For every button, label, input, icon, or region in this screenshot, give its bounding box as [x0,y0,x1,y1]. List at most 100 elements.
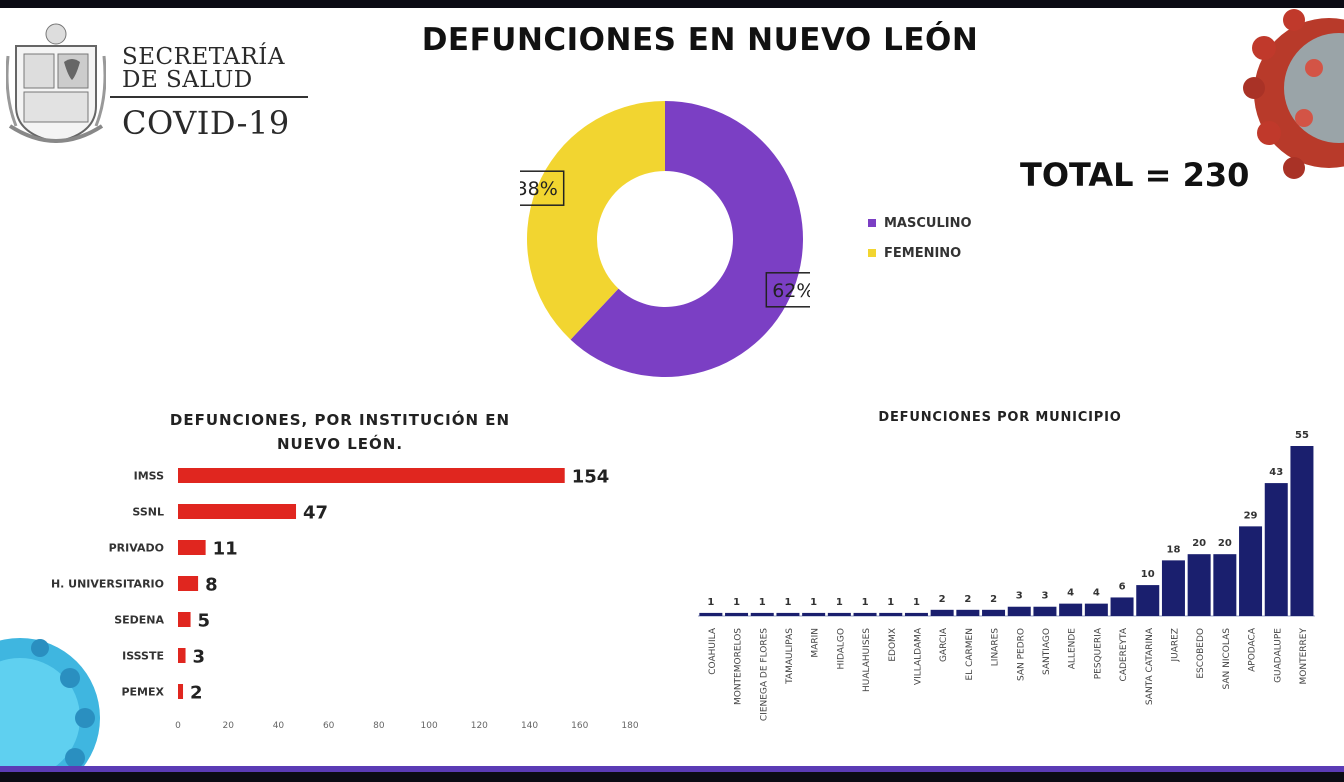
municipality-bar [699,612,723,616]
municipality-label: COAHUILA [708,627,718,675]
municipality-value-label: 6 [1119,581,1126,592]
municipality-bar [1187,554,1211,616]
municipality-value-label: 20 [1192,538,1206,549]
legend-item-masculino: MASCULINO [868,208,972,238]
municipality-label: JUAREZ [1170,628,1180,663]
total-deaths: TOTAL = 230 [1020,156,1250,194]
legend-swatch-femenino [868,249,876,257]
legend-swatch-masculino [868,219,876,227]
municipality-label: SANTIAGO [1042,628,1052,675]
donut-slice-masculino [570,101,803,378]
donut-value-label: 62% [772,280,810,302]
institution-bar [178,648,186,663]
institution-value-label: 2 [190,683,203,704]
municipality-bar [827,612,851,616]
page-title: DEFUNCIONES EN NUEVO LEÓN [421,22,979,58]
municipality-label: PESQUERIA [1093,627,1103,679]
x-tick-label: 100 [421,721,438,731]
municipality-value-label: 1 [913,597,920,608]
municipality-bar [1290,446,1314,616]
institution-bar [178,684,184,699]
x-tick-label: 180 [621,721,638,731]
municipality-label: EDOMX [888,628,898,662]
institution-value-label: 11 [213,539,238,560]
municipality-bar [1033,606,1057,616]
municipality-value-label: 1 [784,597,791,608]
institution-chart-title: DEFUNCIONES, POR INSTITUCIÓN EN NUEVO LE… [169,411,511,453]
donut-slice-femenino [527,101,665,340]
coronavirus-image-icon [1243,9,1344,179]
municipality-label: APODACA [1248,627,1258,672]
x-tick-label: 20 [222,721,234,731]
municipality-value-label: 29 [1244,510,1258,521]
municipality-value-label: 1 [862,597,869,608]
municipality-value-label: 1 [707,597,714,608]
municipality-bar [904,612,928,616]
footer-bar [0,766,1344,772]
secretaria-logo: SECRETARÍA DE SALUD COVID-19 [6,16,308,156]
institution-bar [178,540,206,555]
municipality-bar [1161,560,1185,616]
municipality-bar [1213,554,1237,616]
municipality-value-label: 3 [1041,591,1048,602]
municipality-label: MONTEMORELOS [734,628,744,705]
slide: SECRETARÍA DE SALUD COVID-19 DEFUNCIONES… [0,8,1344,768]
municipality-label: ALLENDE [1068,628,1078,670]
state-seal-icon [6,23,106,144]
institution-bar [178,504,297,519]
institution-value-label: 47 [303,503,328,524]
donut-value-label: 38% [520,178,558,200]
municipality-value-label: 10 [1141,569,1155,580]
donut-label-box [520,170,565,206]
municipality-value-label: 18 [1166,544,1180,555]
municipality-label: CIENEGA DE FLORES [759,628,769,721]
municipality-bar [1007,606,1031,616]
institution-label: PEMEX [121,686,164,699]
institution-value-label: 3 [193,647,206,668]
institution-label: H. UNIVERSITARIO [51,578,164,591]
municipality-bar [1084,603,1108,616]
municipality-bar [1110,597,1134,616]
municipality-value-label: 1 [810,597,817,608]
municipality-bar [802,612,826,616]
municipality-value-label: 2 [964,594,971,605]
institution-bar [178,576,199,591]
org-divider [110,96,308,98]
municipality-bar [1239,526,1263,616]
municipality-label: VILLALDAMA [913,627,923,685]
org-name-line2: DE SALUD [122,67,253,93]
municipality-value-label: 1 [733,597,740,608]
municipality-bar [725,612,749,616]
municipality-bar [879,612,903,616]
municipality-value-label: 20 [1218,538,1232,549]
org-name-line1: SECRETARÍA [122,44,285,70]
x-tick-label: 80 [373,721,385,731]
x-tick-label: 120 [471,721,488,731]
municipality-value-label: 1 [759,597,766,608]
municipality-bar [956,609,980,616]
institution-value-label: 154 [572,467,610,488]
institution-label: IMSS [134,470,164,483]
legend-label: MASCULINO [884,215,972,231]
municipality-value-label: 4 [1093,588,1100,599]
institution-label: PRIVADO [109,542,164,555]
municipality-value-label: 2 [990,594,997,605]
municipality-bar [750,612,774,616]
municipality-chart-title: DEFUNCIONES POR MUNICIPIO [878,410,1122,425]
coronavirus-image-icon-secondary [0,638,100,768]
municipality-label: SAN NICOLAS [1222,628,1232,690]
municipality-bar [776,612,800,616]
gender-donut-chart: 62% 38% [520,101,810,378]
municipality-label: HIDALGO [836,628,846,669]
donut-label-box [765,272,810,308]
x-tick-label: 140 [521,721,538,731]
municipality-label: TAMAULIPAS [785,628,795,685]
municipality-label: LINARES [991,628,1001,666]
municipality-bar [1059,603,1083,616]
institution-label: ISSSTE [122,650,164,663]
municipality-bar-chart: 1 COAHUILA 1 MONTEMORELOS 1 CIENEGA DE FLORES… [698,430,1315,721]
municipality-bar [930,609,954,616]
institution-label: SEDENA [114,614,164,627]
municipality-label: MARIN [811,628,821,658]
institution-bar [178,612,191,627]
